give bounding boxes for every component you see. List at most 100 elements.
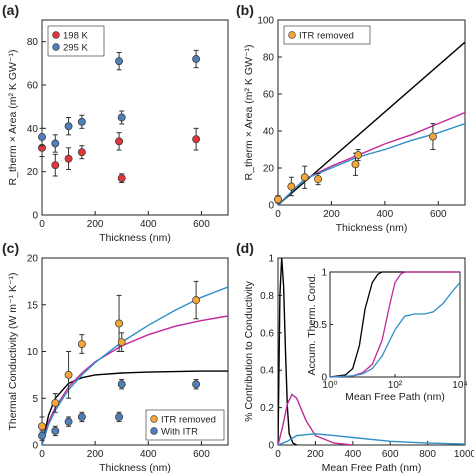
y-tick-label: 0.8 [260,291,274,302]
y-tick-label: 0 [32,211,38,222]
data-point [351,160,360,169]
y-tick-label: 5 [32,394,38,405]
y-tick-label: 0.2 [260,403,274,414]
x-tick-label: 0 [275,449,281,460]
legend-label: 295 K [63,42,88,53]
x-tick-label: 1000 [454,449,474,460]
x-tick-label: 600 [193,219,210,230]
y-tick-label: 0 [268,441,274,452]
inset-x-tick-label: 10⁰ [322,380,337,391]
fit-line [278,258,298,445]
inset-x-tick-label: 10⁴ [452,380,467,391]
y-tick-label: 0.6 [260,328,274,339]
y-axis-label: R_therm × Area (m² K GW⁻¹) [7,50,19,186]
plot-frame [277,257,466,446]
panel-d: 0 200 400 600 800 1000 0 0.2 0.4 0.6 0.8 1 Mean Free… [236,240,474,474]
legend-box [283,25,371,45]
y-tick-label: 1 [268,254,274,265]
data-point [77,413,86,421]
data-point [51,427,60,435]
legend-box [47,25,105,57]
x-tick-label: 600 [382,449,399,460]
x-tick-label: 400 [140,219,157,230]
x-tick-label: 800 [419,449,436,460]
inset-x-tick-label: 10² [388,380,403,391]
x-tick-label: 200 [87,219,104,230]
data-point [64,154,73,163]
x-tick-label: 0 [39,219,45,230]
inset-frame [329,271,461,378]
data-point [115,57,124,66]
inset-y-tick-label: 1 [321,268,327,279]
y-axis-label: Thermal Conductivity (W m⁻¹ K⁻¹) [7,272,19,430]
legend-marker [150,415,158,423]
x-axis-label: Thickness (nm) [99,462,171,474]
panel-label: (d) [236,240,254,256]
data-point [64,417,73,426]
legend-label: With ITR [161,426,198,437]
panel-label: (a) [2,2,19,18]
data-point [192,380,201,389]
y-tick-label: 60 [263,90,275,101]
fit-line [42,286,228,445]
x-tick-label: 400 [344,449,361,460]
data-point [314,175,323,184]
legend-marker [150,427,158,435]
inset-y-tick-label: 0 [321,373,327,384]
panel-c: 0 200 400 600 0 5 10 15 20 Thickness (nm) Thermal … [2,240,229,474]
panel-a: 0 200 400 600 0 20 40 60 80 Thickness (nm) R_therm… [2,2,229,244]
panel-b: 0 200 400 600 0 20 40 60 80 100 Thickness (nm) R_th… [236,2,466,234]
x-tick-label: 200 [307,449,324,460]
x-tick-label: 400 [140,449,157,460]
fit-line [278,122,465,205]
data-point [38,422,46,431]
y-tick-label: 0.4 [260,366,274,377]
data-point [192,296,201,305]
y-tick-label: 15 [27,300,39,311]
fit-line [278,393,353,445]
y-tick-label: 0 [268,201,274,212]
x-axis-label: Mean Free Path (nm) [322,462,422,474]
y-axis-label: R_therm × Area (m² K GW⁻¹) [243,45,255,181]
inset-y-tick-label: 0.5 [313,320,327,331]
legend-label: ITR removed [299,30,354,41]
data-point [274,195,282,204]
y-tick-label: 20 [27,167,39,178]
x-tick-label: 0 [39,449,45,460]
data-point [117,380,126,389]
x-tick-label: 0 [275,209,281,220]
y-tick-label: 40 [263,127,275,138]
y-tick-label: 40 [27,124,39,135]
inset-x-axis-label: Mean Free Path (nm) [345,391,445,403]
data-point [77,340,86,348]
y-tick-label: 60 [27,81,39,92]
data-point [300,173,309,182]
panel-label: (b) [236,2,254,18]
data-point [115,137,124,146]
legend-marker [52,43,60,51]
data-point [64,370,73,379]
legend-label: ITR removed [161,414,216,425]
legend-marker [52,31,60,39]
data-point [117,113,126,122]
x-tick-label: 200 [87,449,104,460]
data-point [192,135,201,144]
x-axis-label: Thickness (nm) [336,222,408,234]
legend-box [145,409,225,441]
data-point [51,161,60,170]
x-tick-label: 400 [377,209,394,220]
data-point [64,122,73,131]
data-point [115,319,124,328]
y-tick-label: 20 [27,254,39,265]
data-point [38,431,46,440]
data-point [354,151,363,159]
data-point [38,133,46,141]
legend-marker [288,31,296,39]
x-tick-label: 600 [430,209,447,220]
data-point [192,55,201,63]
panel-label: (c) [2,240,19,256]
fit-line [278,111,465,205]
y-tick-label: 80 [27,37,39,48]
data-point [428,132,437,141]
